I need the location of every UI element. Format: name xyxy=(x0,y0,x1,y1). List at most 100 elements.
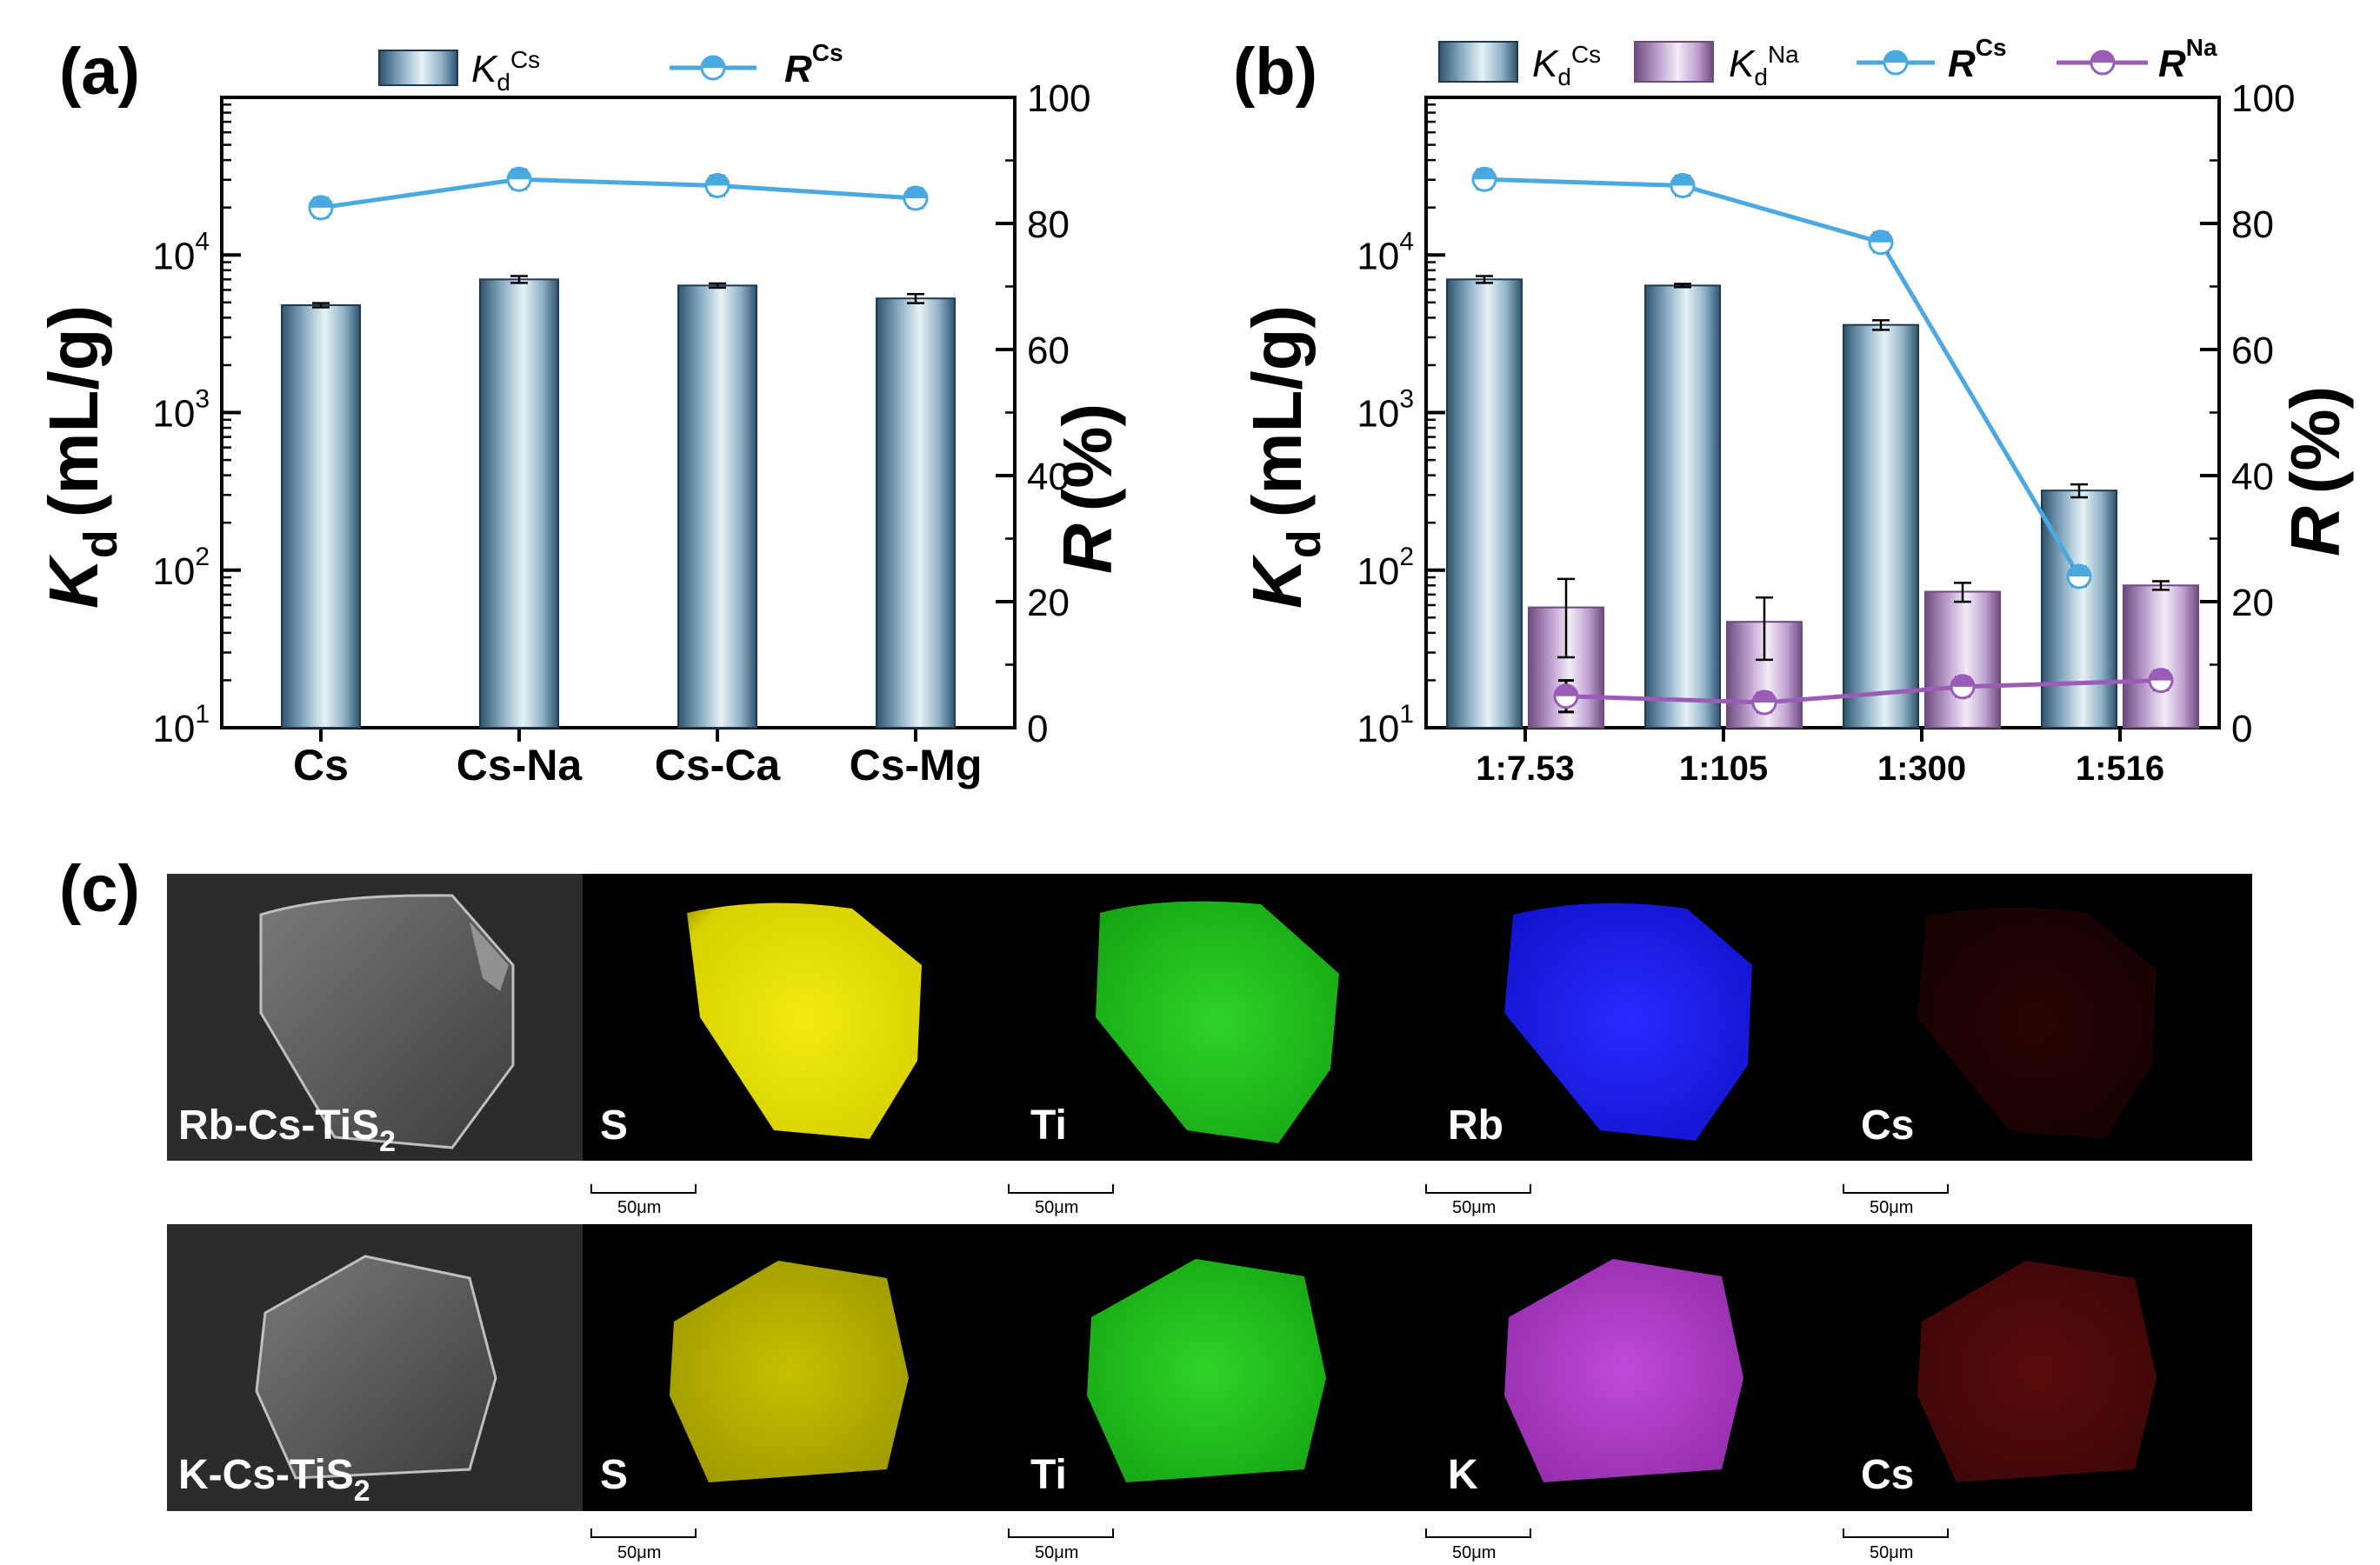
sem-crystal-1 xyxy=(259,894,515,1149)
x-tick-label: Cs xyxy=(293,741,349,789)
row-rb-cs-tis2: Rb-Cs-TiS2 S Ti Rb Cs 50μm 50μm 50μm 50μ… xyxy=(167,874,2252,1217)
scale-bar-2b xyxy=(1008,1528,1114,1538)
scale-label-1b: 50μm xyxy=(1035,1198,1078,1217)
bar-cs xyxy=(1843,323,1919,729)
map-s-1 xyxy=(687,902,922,1139)
legend-marker-half-r-cs xyxy=(1884,51,1907,63)
x-tick-label: 1:7.53 xyxy=(1476,749,1574,788)
y-right-tick-label: 40 xyxy=(2231,456,2274,498)
panel-b-axes: 101 102 103 104 0 20 40 60 80 100 1:7.53 1:105 1:300… xyxy=(1357,77,2295,788)
sample-label-2: K-Cs-TiS2 xyxy=(178,1452,370,1508)
scale-label-1d: 50μm xyxy=(1870,1198,1913,1217)
map-s-2 xyxy=(670,1261,909,1482)
y-right-tick-label: 100 xyxy=(2231,77,2295,120)
scale-bar-2c xyxy=(1425,1528,1531,1538)
panel-a-axes: 101 102 103 104 0 20 40 60 80 100 Cs Cs-Na Cs-Ca Cs-M… xyxy=(152,77,1090,789)
y-right-tick-label: 80 xyxy=(1027,203,1070,246)
map-cs-2 xyxy=(1917,1261,2157,1482)
scale-bar-1c xyxy=(1425,1184,1531,1194)
scale-bar-1b xyxy=(1008,1184,1114,1194)
marker-half-r-cs xyxy=(2068,565,2090,576)
bar-na xyxy=(1924,590,2001,729)
legend-label-kd-cs: KdCs xyxy=(471,46,540,96)
legend-marker-half-r-cs xyxy=(702,57,724,68)
marker-half-r-cs xyxy=(1671,174,1694,186)
panel-b-legend: KdCs KdNa RCs RNa xyxy=(1438,34,2217,90)
bar-cs xyxy=(479,278,559,729)
bar-cs xyxy=(281,304,361,729)
map-ti-2 xyxy=(1087,1259,1326,1482)
x-tick-label: Cs-Mg xyxy=(850,741,983,789)
panel-a-bars xyxy=(281,275,956,729)
marker-half-r-cs xyxy=(508,168,530,180)
bar-na xyxy=(2123,584,2199,729)
marker-half-r-na xyxy=(1753,691,1776,703)
map-ti-1 xyxy=(1096,901,1339,1143)
sample-label-1: Rb-Cs-TiS2 xyxy=(178,1102,396,1158)
marker-half-r-na xyxy=(1951,675,1974,687)
x-tick-label: 1:105 xyxy=(1679,749,1768,788)
map-label-s-2: S xyxy=(600,1452,628,1498)
y-right-tick-label: 100 xyxy=(1027,77,1090,120)
panel-b-label: (b) xyxy=(1233,35,1317,109)
map-label-k-2: K xyxy=(1448,1452,1478,1498)
panel-a-label: (a) xyxy=(59,35,140,109)
marker-half-r-cs xyxy=(310,196,332,208)
y-left-tick-label: 103 xyxy=(1357,385,1414,436)
map-cs-1 xyxy=(1917,907,2157,1139)
panel-a-lines xyxy=(308,166,929,221)
map-label-cs-1: Cs xyxy=(1861,1102,1914,1149)
scale-label-1a: 50μm xyxy=(617,1198,661,1217)
panel-b-bars xyxy=(1446,275,2199,729)
scale-label-2c: 50μm xyxy=(1452,1543,1496,1562)
legend-label-r-cs: RCs xyxy=(784,39,843,90)
y-left-tick-label: 101 xyxy=(1357,700,1414,750)
map-rb-1 xyxy=(1504,902,1752,1141)
map-label-ti-1: Ti xyxy=(1030,1102,1067,1149)
legend-label-kd-cs: KdCs xyxy=(1532,41,1601,90)
y-left-tick-label: 101 xyxy=(152,700,210,750)
y-right-tick-label: 60 xyxy=(1027,330,1070,372)
scale-label-2b: 50μm xyxy=(1035,1543,1078,1562)
legend-swatch-kd-na xyxy=(1634,41,1714,83)
scale-label-2d: 50μm xyxy=(1870,1543,1913,1562)
marker-half-r-cs xyxy=(1473,168,1496,180)
panel-a-y-right-label: R(%) xyxy=(1049,403,1126,574)
map-label-ti-2: Ti xyxy=(1030,1452,1067,1498)
panel-a: (a) 101 102 103 104 0 20 40 60 80 100 Cs Cs-Na Cs-Ca… xyxy=(35,35,1126,789)
y-left-tick-label: 102 xyxy=(152,543,210,593)
y-right-tick-label: 0 xyxy=(1027,708,1048,750)
x-tick-label: Cs-Na xyxy=(457,741,583,789)
scale-label-1c: 50μm xyxy=(1452,1198,1496,1217)
y-left-tick-label: 104 xyxy=(1357,227,1414,277)
marker-half-r-cs xyxy=(904,187,927,198)
sem-crystal-edge-1 xyxy=(470,922,509,991)
bar-cs xyxy=(1446,278,1523,729)
panel-a-legend: KdCs RCs xyxy=(378,39,843,96)
map-label-cs-2: Cs xyxy=(1861,1452,1914,1498)
legend-label-r-na: RNa xyxy=(2158,34,2217,85)
panel-a-y-left-label: Kd(mL/g) xyxy=(35,305,127,609)
y-left-tick-label: 103 xyxy=(152,385,210,436)
line-r-cs xyxy=(320,176,917,210)
legend-label-r-cs: RCs xyxy=(1948,34,2007,85)
marker-half-r-na xyxy=(1555,684,1577,696)
legend-swatch-kd-cs xyxy=(378,50,458,86)
legend-swatch-kd-cs xyxy=(1438,41,1518,83)
bar-cs xyxy=(876,297,956,729)
scale-label-2a: 50μm xyxy=(617,1543,661,1562)
x-tick-label: 1:300 xyxy=(1877,749,1966,788)
y-left-tick-label: 102 xyxy=(1357,543,1414,593)
panel-b-y-left-label: Kd(mL/g) xyxy=(1238,305,1330,609)
bar-cs xyxy=(2041,489,2117,729)
panel-c: (c) Rb-Cs-TiS2 S Ti Rb Cs 50μm 50μm 50μm xyxy=(59,852,2252,1562)
legend-label-kd-na: KdNa xyxy=(1729,41,1799,90)
scale-bar-2a xyxy=(590,1528,697,1538)
scale-bar-2d xyxy=(1843,1528,1949,1538)
x-tick-label: 1:516 xyxy=(2076,749,2164,788)
marker-half-r-cs xyxy=(1870,230,1893,243)
map-label-s-1: S xyxy=(600,1102,628,1149)
map-k-2 xyxy=(1504,1259,1743,1482)
